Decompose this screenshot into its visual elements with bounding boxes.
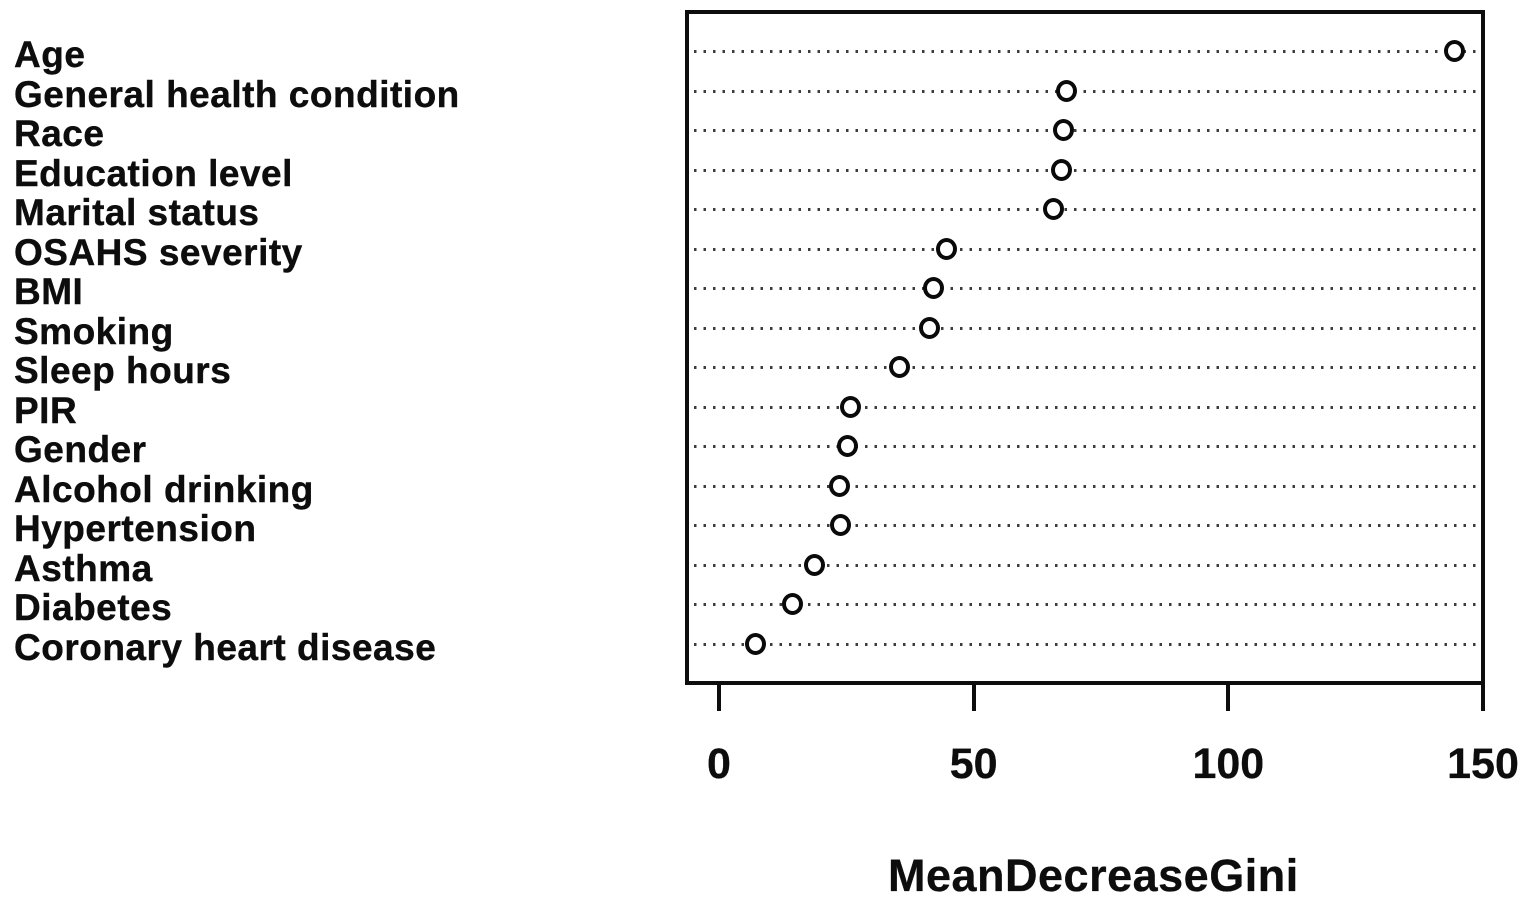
data-point-marker xyxy=(837,435,859,457)
category-label: Race xyxy=(14,113,105,154)
category-label: Alcohol drinking xyxy=(14,468,314,510)
data-point-marker xyxy=(935,237,957,260)
category-label: Asthma xyxy=(14,547,153,589)
category-label: Gender xyxy=(14,429,147,470)
row-dotted-line xyxy=(694,168,1477,172)
data-point-marker xyxy=(888,356,910,378)
data-point-marker xyxy=(1443,40,1465,62)
x-tick-label: 150 xyxy=(1447,740,1519,788)
row-dotted-line xyxy=(694,129,1477,132)
data-point-marker xyxy=(919,316,941,339)
x-tick-mark xyxy=(717,685,721,711)
x-tick-mark xyxy=(971,685,976,711)
category-label: OSAHS severity xyxy=(14,231,303,273)
data-point-marker xyxy=(1056,79,1078,102)
row-dotted-line xyxy=(694,563,1477,567)
row-dotted-line xyxy=(694,445,1477,448)
row-dotted-line xyxy=(694,208,1477,211)
row-dotted-line xyxy=(694,524,1477,527)
data-point-marker xyxy=(840,395,862,418)
category-label: Coronary heart disease xyxy=(14,626,437,668)
data-point-marker xyxy=(828,474,850,497)
category-label: PIR xyxy=(14,389,78,431)
row-dotted-line xyxy=(694,642,1477,646)
category-label: General health condition xyxy=(14,73,460,115)
row-dotted-line xyxy=(694,50,1477,53)
x-tick-mark xyxy=(1226,685,1231,711)
data-point-marker xyxy=(782,593,804,615)
x-tick-mark xyxy=(1481,685,1485,711)
row-dotted-line xyxy=(694,287,1477,290)
category-label: Hypertension xyxy=(14,508,257,549)
x-tick-label: 100 xyxy=(1192,740,1265,788)
category-label: Sleep hours xyxy=(14,350,232,391)
plot-area-border xyxy=(685,10,1485,685)
x-tick-label: 50 xyxy=(949,740,998,788)
category-label: BMI xyxy=(14,271,84,312)
row-dotted-line xyxy=(694,247,1477,251)
x-tick-label: 0 xyxy=(707,740,731,788)
row-dotted-line xyxy=(694,484,1477,488)
data-point-marker xyxy=(1042,198,1064,220)
data-point-marker xyxy=(803,553,825,576)
row-dotted-line xyxy=(694,405,1477,409)
data-point-marker xyxy=(922,277,944,299)
data-point-marker xyxy=(1053,119,1075,141)
category-label: Marital status xyxy=(14,192,260,233)
x-axis-title: MeanDecreaseGini xyxy=(888,850,1299,901)
category-label: Diabetes xyxy=(14,587,173,628)
row-dotted-line xyxy=(694,603,1477,606)
row-dotted-line xyxy=(694,89,1477,93)
category-label: Smoking xyxy=(14,310,174,352)
row-dotted-line xyxy=(694,366,1477,369)
category-label: Education level xyxy=(14,152,293,194)
data-point-marker xyxy=(744,632,766,655)
row-dotted-line xyxy=(694,326,1477,330)
data-point-marker xyxy=(829,514,851,536)
data-point-marker xyxy=(1050,158,1072,181)
category-label: Age xyxy=(14,34,86,75)
